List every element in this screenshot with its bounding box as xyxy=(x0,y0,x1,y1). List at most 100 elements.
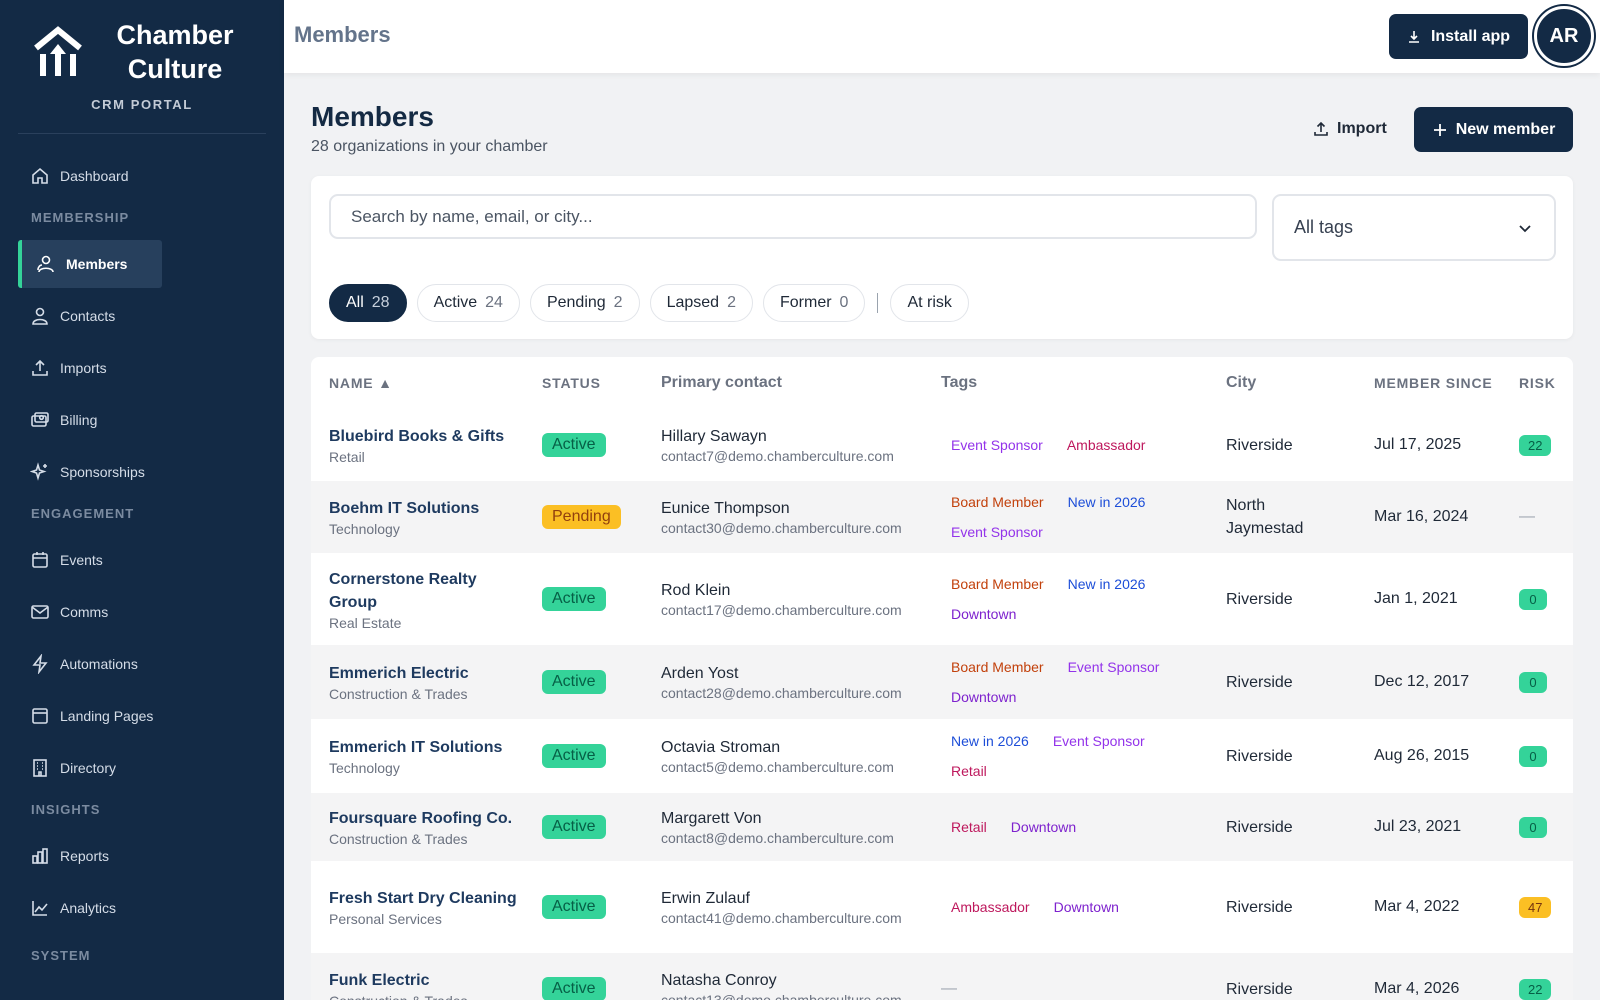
sidebar-item-billing[interactable]: Billing xyxy=(18,396,162,444)
avatar[interactable]: AR xyxy=(1534,6,1594,66)
member-since: Aug 26, 2015 xyxy=(1374,747,1470,764)
tag-badge[interactable]: Downtown xyxy=(951,689,1017,705)
chip-former[interactable]: Former 0 xyxy=(762,284,866,322)
table-row[interactable]: Bluebird Books & Gifts Retail Active Hillar… xyxy=(311,409,1573,481)
status-badge: Active xyxy=(542,670,606,694)
column-header-risk[interactable]: RISK xyxy=(1519,375,1556,391)
cell-contact: Margarett Von contact8@demo.chambercultur… xyxy=(643,793,923,861)
organization-name[interactable]: Funk Electric xyxy=(329,972,430,989)
tag-badge[interactable]: Board Member xyxy=(951,576,1044,592)
cell-tags: Board Member New in 2026 Downtown xyxy=(923,553,1208,645)
organization-name[interactable]: Bluebird Books & Gifts xyxy=(329,428,505,445)
nav-section-engagement: ENGAGEMENT xyxy=(31,506,135,521)
table-row[interactable]: Cornerstone Realty Group Real Estate Activ… xyxy=(311,553,1573,645)
organization-category: Construction & Trades xyxy=(329,686,468,702)
sidebar-item-dashboard[interactable]: Dashboard xyxy=(18,152,162,200)
brand[interactable]: Chamber Culture CRM PORTAL xyxy=(18,0,266,134)
column-header-contact[interactable]: Primary contact xyxy=(661,374,782,391)
sidebar-item-landing-pages[interactable]: Landing Pages xyxy=(18,692,162,740)
tag-badge[interactable]: Downtown xyxy=(951,606,1017,622)
organization-name[interactable]: Cornerstone Realty Group xyxy=(329,570,477,611)
tag-badge[interactable]: Retail xyxy=(951,819,987,835)
contact-email: contact30@demo.chamberculture.com xyxy=(661,520,902,536)
cell-contact: Arden Yost contact28@demo.chamberculture.… xyxy=(643,645,923,719)
chip-lapsed[interactable]: Lapsed 2 xyxy=(649,284,753,322)
sidebar-item-events[interactable]: Events xyxy=(18,536,162,584)
table-row[interactable]: Emmerich IT Solutions Technology Active Oct… xyxy=(311,719,1573,793)
column-header-name[interactable]: NAME ▲ xyxy=(329,375,393,391)
tag-badge[interactable]: New in 2026 xyxy=(951,733,1029,749)
tag-badge[interactable]: Event Sponsor xyxy=(1052,733,1145,749)
table-row[interactable]: Boehm IT Solutions Technology Pending Eunic… xyxy=(311,481,1573,553)
tag-badge[interactable]: Ambassador xyxy=(1066,437,1146,453)
chevron-down-icon xyxy=(1519,224,1531,232)
contact-email: contact13@demo.chamberculture.com xyxy=(661,992,902,1000)
column-header-member-since[interactable]: MEMBER SINCE xyxy=(1374,375,1493,391)
column-header-status[interactable]: STATUS xyxy=(542,375,601,391)
table-row[interactable]: Fresh Start Dry Cleaning Personal Service… xyxy=(311,861,1573,953)
contact-email: contact28@demo.chamberculture.com xyxy=(661,685,902,701)
search-input[interactable] xyxy=(329,194,1257,239)
sidebar-item-directory[interactable]: Directory xyxy=(18,744,162,792)
sidebar-item-label: Imports xyxy=(60,360,107,376)
sidebar-item-comms[interactable]: Comms xyxy=(18,588,162,636)
city: Riverside xyxy=(1226,590,1293,608)
organization-category: Construction & Trades xyxy=(329,831,468,847)
tag-badge[interactable]: Retail xyxy=(951,763,987,779)
tag-badge[interactable]: Downtown xyxy=(1053,899,1119,915)
tag-badge[interactable]: Event Sponsor xyxy=(951,524,1043,540)
cell-name[interactable]: Fresh Start Dry Cleaning Personal Service… xyxy=(311,861,524,953)
chip-at-risk[interactable]: At risk xyxy=(890,284,969,322)
tag-badge[interactable]: Event Sponsor xyxy=(951,437,1043,453)
organization-name[interactable]: Emmerich Electric xyxy=(329,665,469,682)
sidebar-item-imports[interactable]: Imports xyxy=(18,344,162,392)
tag-badge[interactable]: New in 2026 xyxy=(1067,494,1146,510)
organization-name[interactable]: Emmerich IT Solutions xyxy=(329,739,503,756)
install-app-button[interactable]: Install app xyxy=(1389,14,1528,59)
sidebar-item-analytics[interactable]: Analytics xyxy=(18,884,162,932)
sidebar-item-sponsorships[interactable]: Sponsorships xyxy=(18,448,162,496)
cell-status: Active xyxy=(524,409,643,481)
tag-badge[interactable]: Board Member xyxy=(951,659,1044,675)
contact-email: contact8@demo.chamberculture.com xyxy=(661,830,894,846)
contact-email: contact41@demo.chamberculture.com xyxy=(661,910,902,926)
table-row[interactable]: Emmerich Electric Construction & Trades Ac… xyxy=(311,645,1573,719)
cell-name[interactable]: Bluebird Books & Gifts Retail xyxy=(311,409,524,481)
sidebar-item-reports[interactable]: Reports xyxy=(18,832,162,880)
cell-name[interactable]: Cornerstone Realty Group Real Estate xyxy=(311,553,524,645)
new-member-button[interactable]: New member xyxy=(1414,107,1573,152)
tag-badge[interactable]: Ambassador xyxy=(951,899,1030,915)
sidebar-item-automations[interactable]: Automations xyxy=(18,640,162,688)
sidebar-item-members[interactable]: Members xyxy=(18,240,162,288)
table-row[interactable]: Funk Electric Construction & Trades Active… xyxy=(311,953,1573,1000)
cell-member-since: Dec 12, 2017 xyxy=(1356,645,1501,719)
chip-pending[interactable]: Pending 2 xyxy=(529,284,640,322)
cell-member-since: Aug 26, 2015 xyxy=(1356,719,1501,793)
cell-name[interactable]: Funk Electric Construction & Trades xyxy=(311,953,524,1000)
table-row[interactable]: Foursquare Roofing Co. Construction & Tra… xyxy=(311,793,1573,861)
organization-name[interactable]: Fresh Start Dry Cleaning xyxy=(329,890,517,907)
sidebar-item-contacts[interactable]: Contacts xyxy=(18,292,162,340)
sidebar-item-label: Comms xyxy=(60,604,109,620)
cell-name[interactable]: Emmerich Electric Construction & Trades xyxy=(311,645,524,719)
status-badge: Active xyxy=(542,587,606,611)
organization-name[interactable]: Boehm IT Solutions xyxy=(329,500,480,517)
member-since: Mar 16, 2024 xyxy=(1374,508,1469,525)
city: Riverside xyxy=(1226,898,1293,916)
tag-filter-select[interactable]: All tags xyxy=(1272,194,1556,261)
organization-name[interactable]: Foursquare Roofing Co. xyxy=(329,810,513,827)
cell-name[interactable]: Boehm IT Solutions Technology xyxy=(311,481,524,553)
cell-name[interactable]: Emmerich IT Solutions Technology xyxy=(311,719,524,793)
contact-name: Rod Klein xyxy=(661,582,731,599)
import-button[interactable]: Import xyxy=(1313,117,1387,141)
tag-badge[interactable]: New in 2026 xyxy=(1067,576,1146,592)
tag-badge[interactable]: Board Member xyxy=(951,494,1044,510)
chip-active[interactable]: Active 24 xyxy=(416,284,520,322)
chip-all[interactable]: All 28 xyxy=(329,284,407,322)
column-header-city[interactable]: City xyxy=(1226,374,1257,391)
cell-name[interactable]: Foursquare Roofing Co. Construction & Tra… xyxy=(311,793,524,861)
cell-tags: New in 2026 Event Sponsor Retail xyxy=(923,719,1208,793)
tag-badge[interactable]: Event Sponsor xyxy=(1067,659,1160,675)
tag-badge[interactable]: Downtown xyxy=(1010,819,1077,835)
column-header-tags[interactable]: Tags xyxy=(941,374,978,391)
